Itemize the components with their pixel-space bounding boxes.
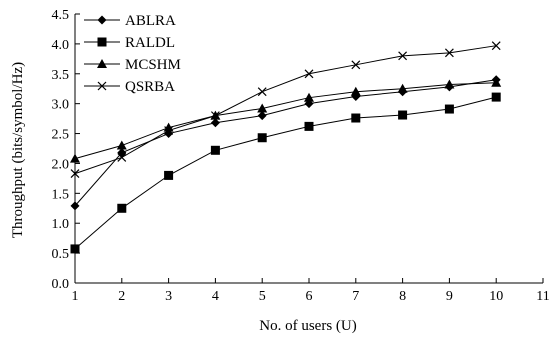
legend-marker-mcshm: [97, 59, 107, 68]
data-point-mcshm: [491, 77, 502, 87]
legend: ABLRA RALDL MCSHM QSRBA: [84, 13, 181, 95]
x-tick-label: 11: [536, 289, 549, 304]
data-point-qsrba-stroke-b: [398, 51, 408, 61]
data-point-qsrba-stroke-b: [444, 48, 454, 58]
legend-label-raldl: RALDL: [125, 35, 175, 51]
x-tick-label: 5: [259, 289, 266, 304]
legend-label-mcshm: MCSHM: [125, 57, 181, 73]
data-point-qsrba-stroke-b: [304, 69, 314, 79]
data-point-qsrba: [117, 153, 127, 162]
data-point-mcshm: [70, 153, 80, 163]
legend-item-mcshm: MCSHM: [84, 57, 181, 73]
legend-marker-ablra: [97, 15, 107, 25]
data-point-raldl: [304, 121, 314, 131]
data-point-qsrba-stroke-b: [351, 60, 361, 70]
legend-label-qsrba: QSRBA: [125, 79, 175, 95]
data-point-qsrba-stroke-b: [210, 111, 220, 121]
legend-label-ablra: ABLRA: [125, 13, 176, 29]
data-point-mcshm: [304, 92, 314, 102]
y-axis-title: Throughput (bits/symbol/Hz): [10, 62, 26, 238]
data-point-raldl: [444, 104, 454, 114]
data-point-qsrba-stroke-b: [164, 126, 174, 135]
axes: 1 2 3 4 5 6 7 8 9 10 11 0.0 0.5 1.0 1.5 2.0 2.5 3.0 3.5 4.0…: [52, 8, 550, 304]
data-point-raldl: [70, 244, 80, 254]
y-tick-label: 1.5: [52, 187, 70, 202]
data-point-qsrba: [398, 51, 408, 61]
x-tick-label: 1: [72, 289, 79, 304]
data-point-qsrba: [257, 87, 267, 97]
legend-marker-qsrba-stroke-b: [97, 81, 107, 91]
series-line-ablra: [74, 79, 497, 207]
x-tick-label: 8: [399, 289, 406, 304]
series-group: [70, 41, 502, 254]
y-tick-label: 0.5: [52, 247, 70, 262]
data-point-qsrba: [70, 169, 80, 179]
data-point-mcshm: [257, 103, 268, 113]
x-tick-label: 9: [446, 289, 453, 304]
data-point-raldl: [491, 92, 501, 102]
data-point-mcshm: [116, 140, 127, 150]
x-tick-label: 4: [212, 289, 219, 304]
series-qsrba: [70, 41, 501, 179]
data-point-qsrba: [164, 126, 174, 135]
data-point-ablra: [257, 111, 267, 121]
data-point-raldl: [257, 133, 267, 143]
y-tick-label: 0.0: [52, 277, 70, 292]
x-axis-title: No. of users (U): [259, 318, 356, 334]
legend-item-raldl: RALDL: [84, 35, 175, 51]
y-tick-label: 1.0: [52, 217, 70, 232]
data-point-qsrba-stroke-b: [70, 169, 80, 179]
y-tick-label: 2.0: [52, 157, 70, 172]
series-line-qsrba: [74, 45, 497, 175]
data-point-qsrba: [491, 41, 501, 51]
legend-item-qsrba: QSRBA: [84, 79, 175, 95]
series-line-mcshm: [74, 82, 497, 160]
y-tick-label: 4.5: [52, 8, 70, 23]
x-tick-label: 3: [165, 289, 172, 304]
y-tick-label: 4.0: [52, 38, 70, 53]
data-point-qsrba-stroke-b: [257, 87, 267, 97]
data-point-raldl: [117, 203, 127, 213]
data-point-raldl: [210, 145, 220, 155]
legend-item-ablra: ABLRA: [84, 13, 176, 29]
data-point-ablra: [70, 201, 80, 211]
data-point-qsrba: [444, 48, 454, 58]
series-raldl: [70, 92, 501, 254]
data-point-qsrba-stroke-b: [117, 153, 127, 162]
data-point-ablra: [210, 118, 220, 128]
data-point-raldl: [164, 170, 174, 180]
legend-marker-qsrba: [97, 81, 107, 91]
y-tick-label: 2.5: [52, 128, 70, 143]
x-tick-label: 7: [352, 289, 359, 304]
y-tick-label: 3.0: [52, 98, 70, 113]
series-line-raldl: [74, 96, 497, 250]
legend-marker-raldl: [97, 37, 107, 47]
data-point-mcshm: [444, 79, 455, 89]
data-point-mcshm: [397, 83, 408, 93]
series-ablra: [70, 75, 501, 211]
x-tick-label: 10: [489, 289, 503, 304]
x-tick-label: 2: [118, 289, 125, 304]
y-tick-label: 3.5: [52, 68, 70, 83]
x-tick-label: 6: [306, 289, 313, 304]
data-point-raldl: [351, 113, 361, 123]
data-point-raldl: [398, 110, 408, 120]
data-point-qsrba-stroke-b: [491, 41, 501, 51]
data-point-mcshm: [350, 86, 361, 96]
data-point-qsrba: [351, 60, 361, 70]
data-point-qsrba: [304, 69, 314, 79]
data-point-qsrba: [210, 111, 220, 121]
